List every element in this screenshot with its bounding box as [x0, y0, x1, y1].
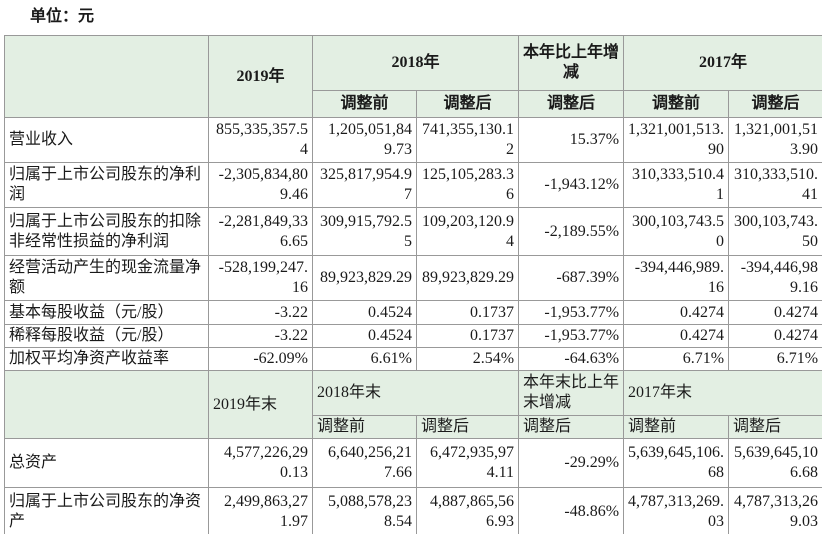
corner-blank-cell: [4, 370, 209, 439]
row-label: 基本每股收益（元/股）: [4, 300, 209, 325]
cell-value: -394,446,989.16: [728, 255, 822, 301]
cell-value: 325,817,954.97: [312, 162, 417, 208]
cell-value: -3.22: [208, 324, 313, 348]
row-label: 稀释每股收益（元/股）: [4, 324, 209, 348]
cell-value: 0.1737: [415, 300, 520, 325]
subheader-2017end-after-adjustment: 调整后: [728, 415, 822, 439]
row-operating-revenue: 营业收入 855,335,357.54 1,205,051,849.73 741…: [4, 117, 822, 163]
cell-value: 5,639,645,106.68: [728, 438, 822, 488]
cell-value: 6.61%: [312, 347, 417, 371]
header-yearend-change: 本年末比上年末增减: [518, 370, 625, 416]
cell-value: 4,787,313,269.03: [623, 487, 730, 534]
header-2019: 2019年: [208, 35, 313, 118]
cell-value: 0.1737: [415, 324, 520, 348]
cell-value: 5,088,578,238.54: [312, 487, 417, 534]
cell-value: 6,472,935,974.11: [415, 438, 520, 488]
row-label: 经营活动产生的现金流量净额: [4, 255, 209, 301]
cell-value: 0.4274: [728, 324, 822, 348]
cell-value: 89,923,829.29: [312, 255, 417, 301]
cell-value: -2,281,849,336.65: [208, 207, 313, 256]
subheader-2017-after-adjustment: 调整后: [728, 90, 822, 118]
subheader-2018-before-adjustment: 调整前: [312, 90, 417, 118]
subheader-change-after-adjustment: 调整后: [518, 90, 625, 118]
cell-value: 4,887,865,566.93: [415, 487, 520, 534]
annual-header-row: 2019年 2018年 本年比上年增减 2017年: [4, 35, 822, 118]
cell-value: 0.4524: [312, 300, 417, 325]
cell-value: 310,333,510.41: [728, 162, 822, 208]
cell-value: 741,355,130.12: [415, 117, 520, 163]
cell-value: -394,446,989.16: [623, 255, 730, 301]
header-2019-yearend: 2019年末: [208, 370, 313, 439]
subheader-2018end-after-adjustment: 调整后: [415, 415, 520, 439]
subheader-2017end-before-adjustment: 调整前: [623, 415, 730, 439]
cell-value: 0.4274: [728, 300, 822, 325]
cell-value: 300,103,743.50: [623, 207, 730, 256]
header-2018: 2018年: [311, 35, 520, 91]
cell-value: -528,199,247.16: [208, 255, 313, 301]
cell-value: -3.22: [208, 300, 313, 325]
header-2018-yearend: 2018年末: [311, 370, 520, 416]
row-weighted-avg-roe: 加权平均净资产收益率 -62.09% 6.61% 2.54% -64.63% 6…: [4, 347, 822, 371]
cell-value: 4,787,313,269.03: [728, 487, 822, 534]
cell-value: 6,640,256,217.66: [312, 438, 417, 488]
subheader-2018end-before-adjustment: 调整前: [312, 415, 417, 439]
cell-value: 5,639,645,106.68: [623, 438, 730, 488]
subheader-2017-before-adjustment: 调整前: [623, 90, 730, 118]
row-diluted-eps: 稀释每股收益（元/股） -3.22 0.4524 0.1737 -1,953.7…: [4, 324, 822, 348]
header-yoy-change: 本年比上年增减: [518, 35, 625, 91]
cell-value: 2,499,863,271.97: [208, 487, 313, 534]
cell-value: 2.54%: [415, 347, 520, 371]
cell-value: 125,105,283.36: [415, 162, 520, 208]
cell-value: 300,103,743.50: [728, 207, 822, 256]
cell-value: -2,189.55%: [518, 207, 625, 256]
row-total-assets: 总资产 4,577,226,290.13 6,640,256,217.66 6,…: [4, 438, 822, 488]
cell-value: 109,203,120.94: [415, 207, 520, 256]
cell-value: -687.39%: [518, 255, 625, 301]
header-2017: 2017年: [623, 35, 822, 91]
cell-value: -1,953.77%: [518, 324, 625, 348]
cell-value: -62.09%: [208, 347, 313, 371]
cell-value: -1,953.77%: [518, 300, 625, 325]
row-basic-eps: 基本每股收益（元/股） -3.22 0.4524 0.1737 -1,953.7…: [4, 300, 822, 325]
corner-blank-cell: [4, 35, 209, 118]
subheader-2018-after-adjustment: 调整后: [415, 90, 520, 118]
cell-value: 89,923,829.29: [415, 255, 520, 301]
row-label: 营业收入: [4, 117, 209, 163]
row-operating-cash-flow: 经营活动产生的现金流量净额 -528,199,247.16 89,923,829…: [4, 255, 822, 301]
cell-value: 0.4524: [312, 324, 417, 348]
row-net-assets-attributable: 归属于上市公司股东的净资产 2,499,863,271.97 5,088,578…: [4, 487, 822, 534]
cell-value: 855,335,357.54: [208, 117, 313, 163]
unit-label: 单位：元: [30, 8, 95, 25]
cell-value: 6.71%: [728, 347, 822, 371]
cell-value: 309,915,792.55: [312, 207, 417, 256]
yearend-header-row: 2019年末 2018年末 本年末比上年末增减 2017年末: [4, 370, 822, 439]
cell-value: 310,333,510.41: [623, 162, 730, 208]
annual-subheader-row: 调整前 调整后 调整后 调整前 调整后: [5, 90, 822, 118]
row-label: 归属于上市公司股东的净资产: [4, 487, 209, 534]
cell-value: -1,943.12%: [518, 162, 625, 208]
cell-value: -48.86%: [518, 487, 625, 534]
row-net-profit-attributable: 归属于上市公司股东的净利润 -2,305,834,809.46 325,817,…: [4, 162, 822, 208]
row-label: 加权平均净资产收益率: [4, 347, 209, 371]
key-financial-data-table: 2019年 2018年 本年比上年增减 2017年 调整前 调整后 调整后 调整…: [4, 35, 822, 534]
cell-value: 4,577,226,290.13: [208, 438, 313, 488]
subheader-endchange-after-adjustment: 调整后: [518, 415, 625, 439]
cell-value: -2,305,834,809.46: [208, 162, 313, 208]
cell-value: 0.4274: [623, 300, 730, 325]
yearend-subheader-row: 调整前 调整后 调整后 调整前 调整后: [5, 415, 822, 439]
row-label: 总资产: [4, 438, 209, 488]
row-label: 归属于上市公司股东的净利润: [4, 162, 209, 208]
cell-value: 1,205,051,849.73: [312, 117, 417, 163]
cell-value: -29.29%: [518, 438, 625, 488]
cell-value: 15.37%: [518, 117, 625, 163]
cell-value: 1,321,001,513.90: [728, 117, 822, 163]
header-2017-yearend: 2017年末: [623, 370, 822, 416]
cell-value: -64.63%: [518, 347, 625, 371]
cell-value: 0.4274: [623, 324, 730, 348]
row-label: 归属于上市公司股东的扣除非经常性损益的净利润: [4, 207, 209, 256]
cell-value: 6.71%: [623, 347, 730, 371]
row-net-profit-excl-nonrecurring: 归属于上市公司股东的扣除非经常性损益的净利润 -2,281,849,336.65…: [4, 207, 822, 256]
cell-value: 1,321,001,513.90: [623, 117, 730, 163]
